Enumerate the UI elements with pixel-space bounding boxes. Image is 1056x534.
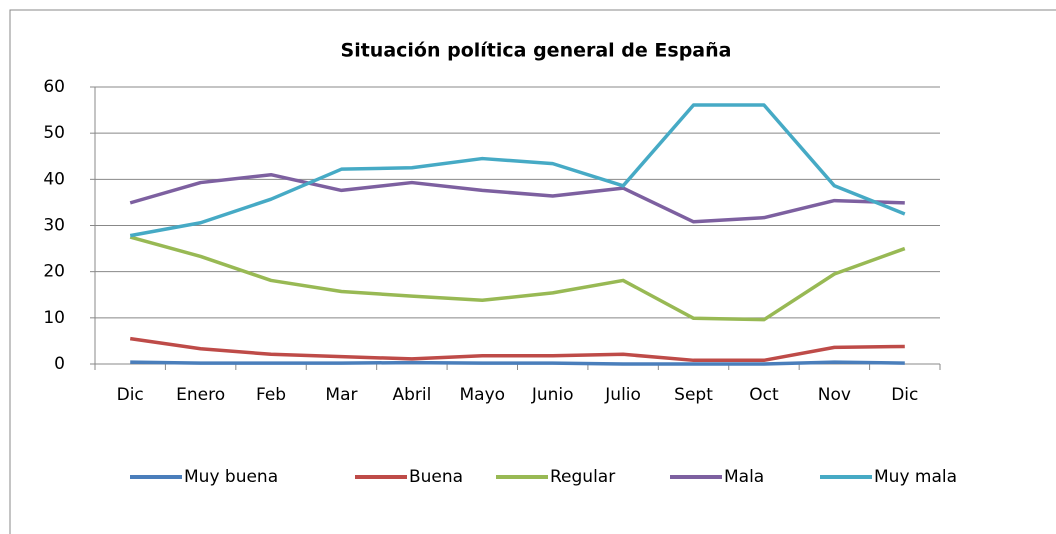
- x-tick-label: Sept: [674, 385, 713, 405]
- y-tick-label: 30: [43, 216, 65, 236]
- x-tick-label: Junio: [531, 385, 574, 405]
- x-tick-label: Mar: [325, 385, 357, 405]
- legend-label: Buena: [409, 467, 463, 487]
- y-tick-label: 60: [43, 77, 65, 97]
- x-tick-label: Feb: [256, 385, 286, 405]
- y-tick-label: 0: [54, 354, 65, 374]
- x-tick-label: Julio: [604, 385, 641, 405]
- series-line: [129, 235, 906, 322]
- legend-label: Muy mala: [874, 467, 957, 487]
- x-tick-label: Oct: [749, 385, 779, 405]
- x-tick-label: Dic: [891, 385, 918, 405]
- y-tick-label: 50: [43, 123, 65, 143]
- series-line: [129, 336, 905, 363]
- x-tick-label: Abril: [392, 385, 431, 405]
- series-line: [129, 172, 905, 224]
- y-tick-label: 40: [43, 169, 65, 189]
- y-tick-label: 20: [43, 262, 65, 282]
- x-tick-label: Nov: [818, 385, 851, 405]
- series-line: [129, 103, 906, 238]
- series-line: [130, 360, 905, 366]
- legend-label: Muy buena: [184, 467, 278, 487]
- y-tick-label: 10: [43, 308, 65, 328]
- x-tick-label: Enero: [176, 385, 225, 405]
- legend-label: Regular: [550, 467, 615, 487]
- chart-title: Situación política general de España: [341, 40, 732, 62]
- x-tick-label: Mayo: [460, 385, 506, 405]
- legend-label: Mala: [724, 467, 764, 487]
- x-tick-label: Dic: [117, 385, 144, 405]
